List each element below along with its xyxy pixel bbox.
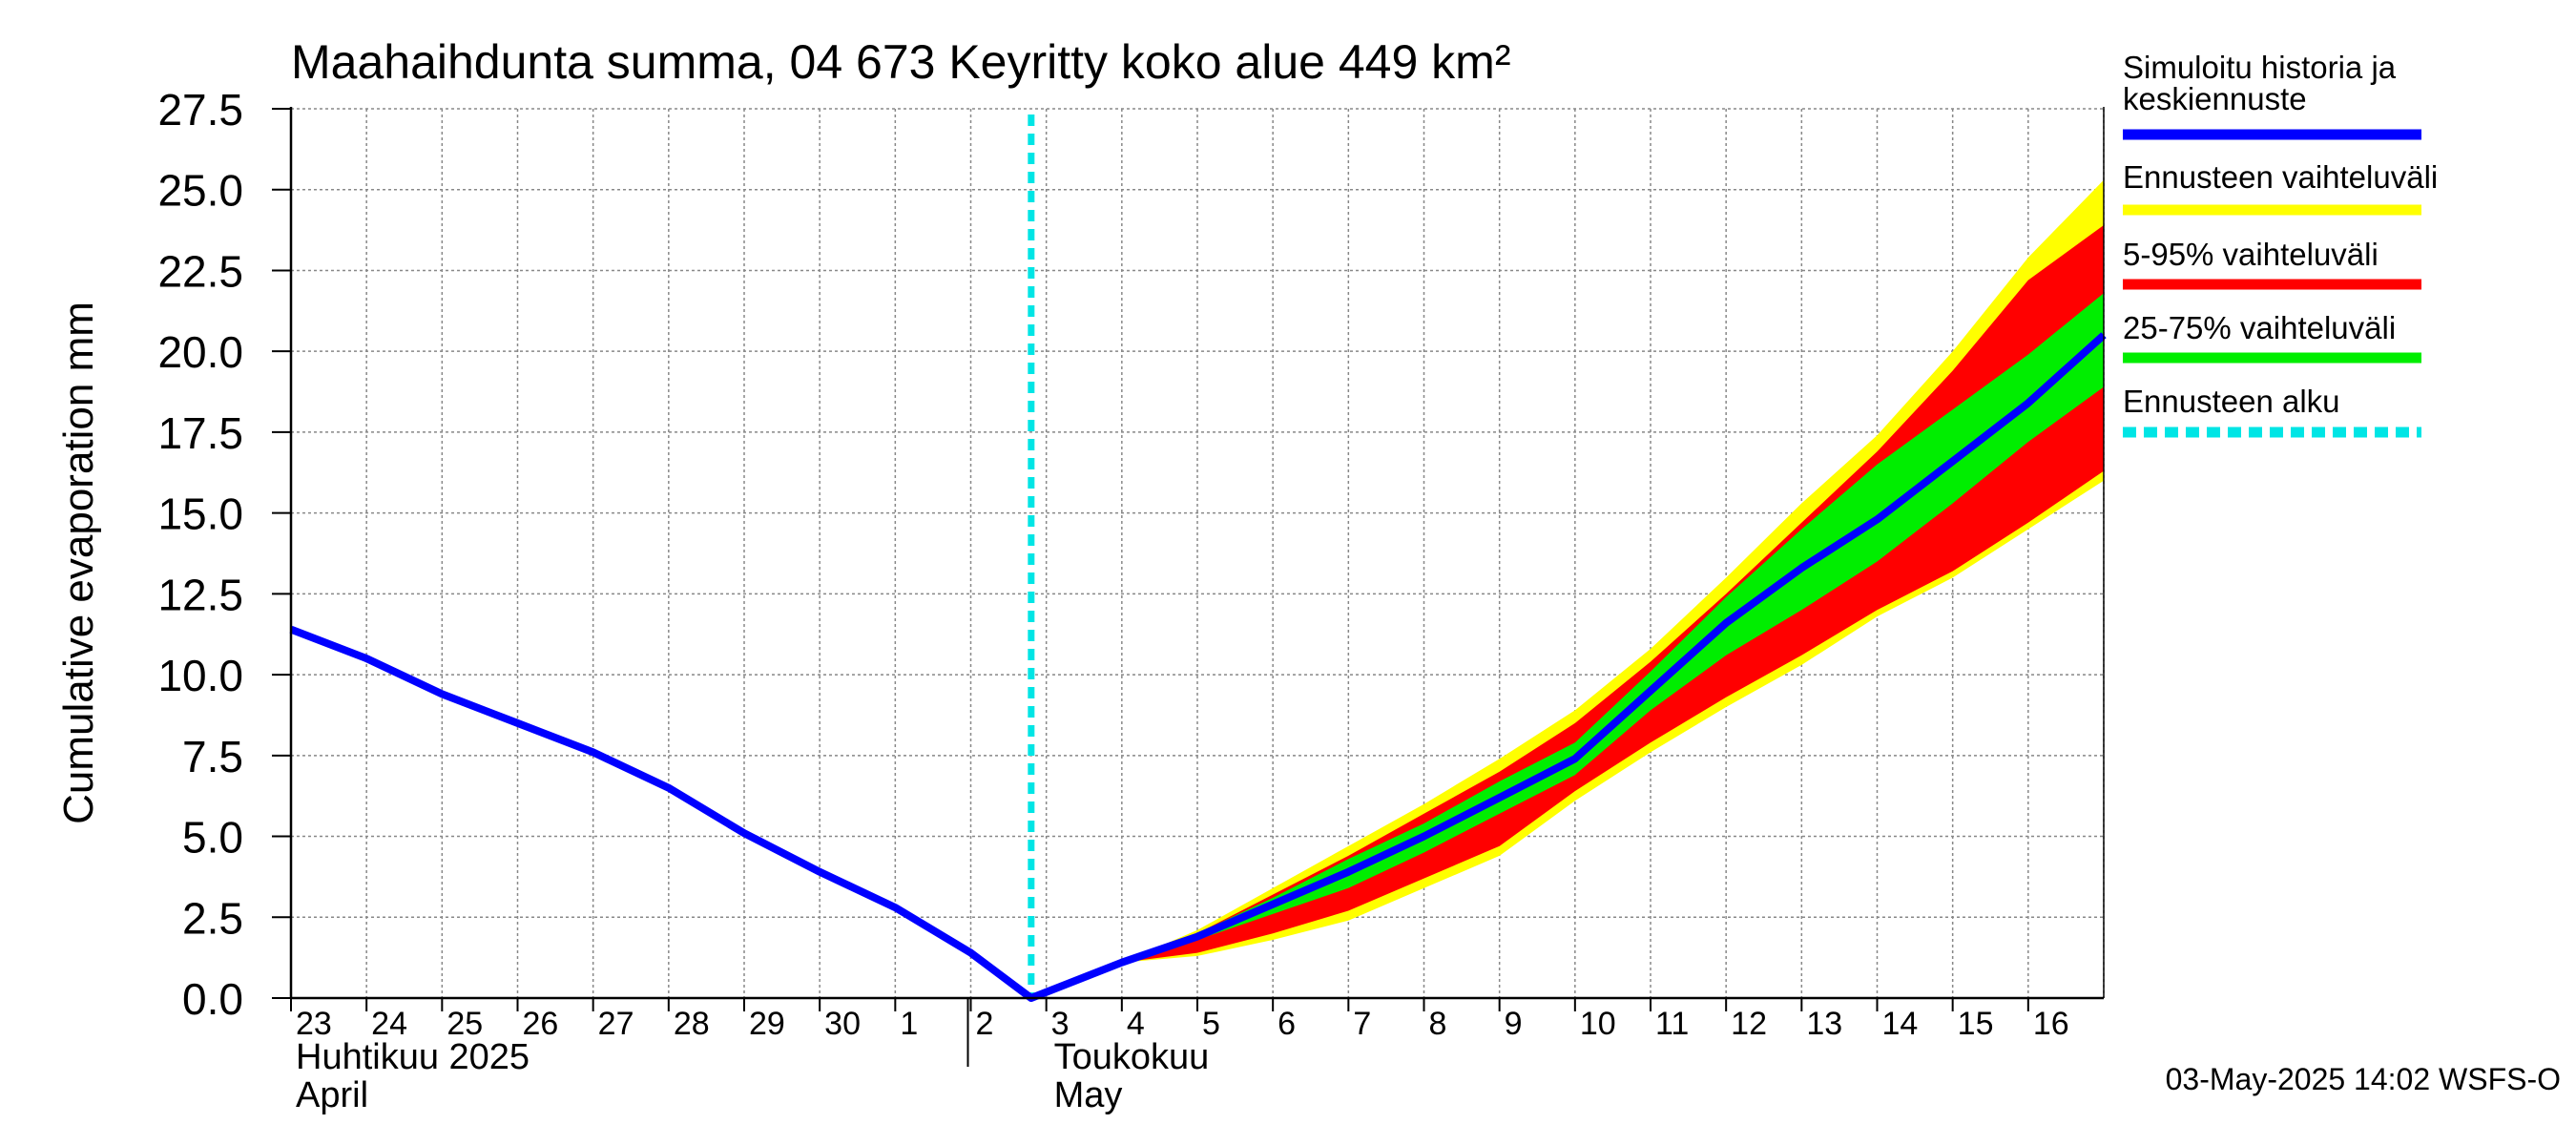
x-day-label: 25 [447, 1006, 483, 1042]
x-day-label: 26 [523, 1006, 559, 1042]
legend-label: 5-95% vaihteluväli [2123, 237, 2379, 272]
month-label-en: April [296, 1075, 368, 1115]
axes: 0.0 2.5 5.0 7.5 10.0 12.5 15.0 17.5 20.0 22.5 25.0… [157, 85, 2105, 1115]
x-day-label: 16 [2033, 1006, 2069, 1042]
x-day-label: 1 [900, 1006, 918, 1042]
x-day-label: 15 [1958, 1006, 1994, 1042]
x-day-label: 24 [371, 1006, 407, 1042]
chart-title: Maahaihdunta summa, 04 673 Keyritty koko… [291, 35, 1510, 89]
y-tick-label: 17.5 [157, 408, 243, 458]
y-tick-label: 12.5 [157, 570, 243, 619]
y-tick-label: 15.0 [157, 489, 243, 539]
x-day-label: 14 [1882, 1006, 1919, 1042]
x-day-label: 9 [1505, 1006, 1523, 1042]
series-lines [289, 114, 2107, 1002]
y-tick-label: 2.5 [182, 893, 243, 943]
y-tick-label: 25.0 [157, 166, 243, 216]
forecast-bands [1121, 179, 2104, 963]
x-day-label: 30 [824, 1006, 861, 1042]
x-day-label: 6 [1278, 1006, 1296, 1042]
x-day-label: 7 [1353, 1006, 1371, 1042]
x-day-label: 13 [1806, 1006, 1842, 1042]
x-day-label: 11 [1655, 1006, 1689, 1042]
band-ennusteen-vaihteluv-li [1121, 179, 2104, 963]
x-day-label: 8 [1429, 1006, 1447, 1042]
legend-label: 25-75% vaihteluväli [2123, 310, 2396, 345]
series-line-mean-forecast [289, 332, 2107, 1002]
x-day-label: 12 [1731, 1006, 1767, 1042]
legend-label: Ennusteen vaihteluväli [2123, 159, 2438, 195]
x-day-label: 5 [1202, 1006, 1220, 1042]
legend-label: Simuloitu historia ja [2123, 50, 2397, 85]
month-label-en: May [1054, 1075, 1123, 1115]
y-tick-label: 5.0 [182, 813, 243, 863]
x-day-label: 2 [976, 1006, 994, 1042]
y-tick-label: 20.0 [157, 327, 243, 377]
legend-label: Ennusteen alku [2123, 384, 2340, 419]
footer-timestamp: 03-May-2025 14:02 WSFS-O [2166, 1062, 2561, 1096]
band-5-95-vaihteluv-li [1121, 225, 2104, 963]
y-tick-label: 7.5 [182, 732, 243, 781]
y-tick-label: 22.5 [157, 246, 243, 296]
x-day-label: 10 [1580, 1006, 1616, 1042]
x-day-label: 4 [1127, 1006, 1145, 1042]
x-day-label: 29 [749, 1006, 785, 1042]
x-day-label: 23 [296, 1006, 332, 1042]
legend-label-line2: keskiennuste [2123, 81, 2307, 116]
y-tick-label: 10.0 [157, 651, 243, 700]
x-day-label: 28 [674, 1006, 710, 1042]
month-label: Huhtikuu 2025 [296, 1037, 530, 1077]
y-tick-label: 0.0 [182, 974, 243, 1024]
month-label: Toukokuu [1054, 1037, 1210, 1077]
y-tick-label: 27.5 [157, 85, 243, 135]
y-axis-label: Cumulative evaporation mm [55, 302, 102, 824]
x-day-label: 27 [598, 1006, 634, 1042]
x-day-label: 3 [1051, 1006, 1070, 1042]
